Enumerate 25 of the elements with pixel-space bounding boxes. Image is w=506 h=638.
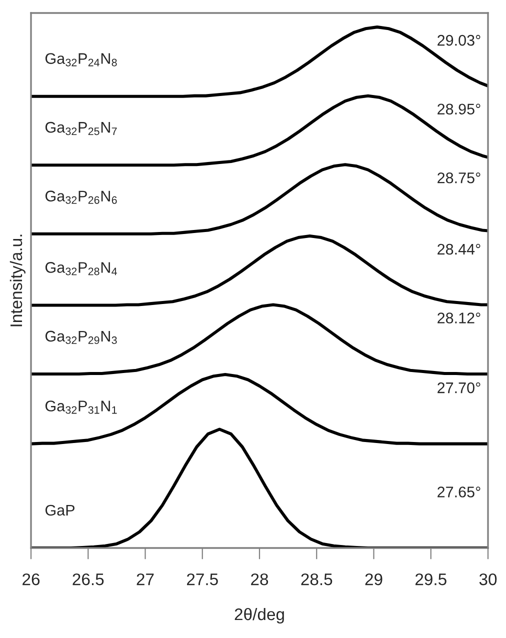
x-tick-label: 29: [365, 573, 382, 586]
series-label: Ga$_{32}$P$_{28}$N$_{4}$: [45, 262, 117, 276]
annotation: 27.65°: [438, 486, 480, 498]
series-label: Ga$_{32}$P$_{25}$N$_{7}$: [45, 122, 117, 136]
x-tick-label: 27.5: [186, 573, 218, 586]
annotation: 28.95°: [438, 104, 480, 115]
annotation: 28.44°: [438, 244, 480, 255]
x-tick-label: 30: [479, 573, 497, 586]
annotation: 28.75°: [438, 172, 480, 184]
annotation: 28.12°: [438, 312, 480, 324]
series-label: Ga$_{32}$P$_{29}$N$_{3}$: [45, 330, 117, 344]
annotation: 27.70°: [438, 382, 480, 394]
x-tick-label: 26: [22, 573, 40, 586]
x-tick-label: 28: [251, 573, 268, 586]
series-label: Ga$_{32}$P$_{26}$N$_{6}$: [45, 190, 117, 204]
x-tick-label: 27: [136, 573, 154, 586]
x-tick-label: 26.5: [72, 573, 104, 586]
text: GaP: [45, 504, 74, 516]
x-tick-label: 29.5: [415, 573, 446, 586]
series-label: Ga$_{32}$P$_{24}$N$_{8}$: [45, 53, 117, 66]
y-axis-title: Intensity/a.u.: [10, 234, 26, 326]
series-label: Ga$_{32}$P$_{31}$N$_{1}$: [45, 400, 117, 414]
x-tick-label: 28.5: [301, 573, 332, 586]
x-axis-title: 2θ/deg: [234, 608, 284, 624]
annotation: 29.03°: [438, 34, 480, 46]
